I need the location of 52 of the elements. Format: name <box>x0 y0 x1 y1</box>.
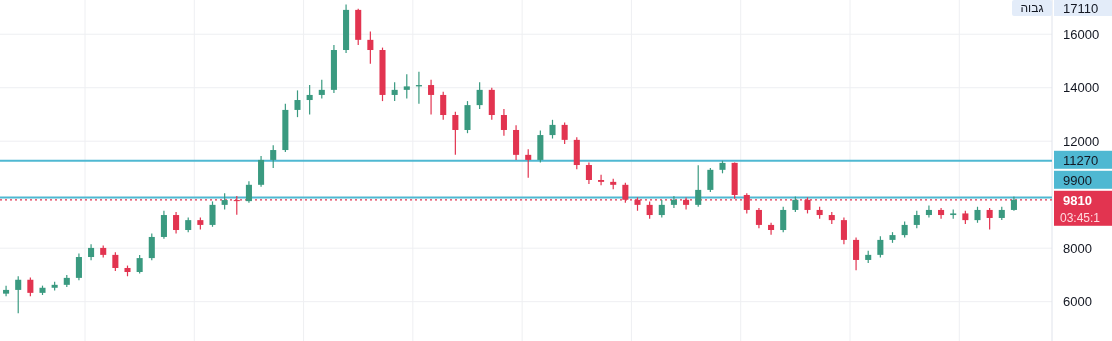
candlestick <box>500 108 507 137</box>
candlestick <box>549 119 556 140</box>
candlestick <box>683 196 690 211</box>
candlestick <box>294 89 301 118</box>
text: 03:45:1 <box>1060 210 1101 225</box>
candlestick <box>585 162 592 185</box>
y-tick-label: 8000 <box>1063 240 1092 256</box>
candlestick <box>428 79 435 116</box>
candlestick <box>755 207 762 229</box>
y-tick-label: 16000 <box>1063 26 1100 42</box>
candlestick <box>452 111 459 156</box>
candlestick <box>245 180 252 204</box>
candlestick <box>476 81 483 110</box>
candlestick <box>112 251 119 272</box>
candlestick <box>707 167 714 193</box>
candlestick <box>367 30 374 65</box>
candlestick <box>306 84 313 116</box>
candlestick <box>270 144 277 169</box>
y-tick-label: 12000 <box>1063 133 1100 149</box>
candlestick <box>27 277 34 297</box>
candlestick <box>15 275 22 314</box>
candlestick <box>877 235 884 259</box>
candlestick <box>3 285 10 297</box>
legend-label: 9900 <box>1063 172 1092 188</box>
candlestick <box>525 148 532 179</box>
candlestick <box>440 91 447 121</box>
ref-line-label: 9810 <box>1063 192 1092 208</box>
candlestick <box>318 79 325 100</box>
ref-line-label: 11270 <box>1063 152 1099 168</box>
candlestick <box>160 210 167 240</box>
candlestick <box>209 200 216 228</box>
candlestick <box>840 216 847 245</box>
candlestick <box>391 81 398 102</box>
y-tick-label: 6000 <box>1063 294 1092 310</box>
candlestick <box>768 222 775 236</box>
candlestick <box>986 207 993 231</box>
candlestick <box>780 206 787 233</box>
text: גבוה <box>1020 1 1044 15</box>
y-tick-label: 14000 <box>1063 80 1100 96</box>
candlestick <box>598 174 605 186</box>
candlestick <box>853 236 860 271</box>
candlestick <box>561 121 568 145</box>
candlestick <box>403 73 410 100</box>
candlestick <box>148 232 155 261</box>
candlestick <box>925 204 932 219</box>
candlestick <box>173 211 180 235</box>
candlestick <box>136 254 143 275</box>
candlestick <box>670 195 677 209</box>
candlestick <box>938 207 945 220</box>
text: 17110 <box>1063 0 1099 16</box>
candlestick <box>695 164 702 208</box>
candlestick <box>75 252 82 281</box>
